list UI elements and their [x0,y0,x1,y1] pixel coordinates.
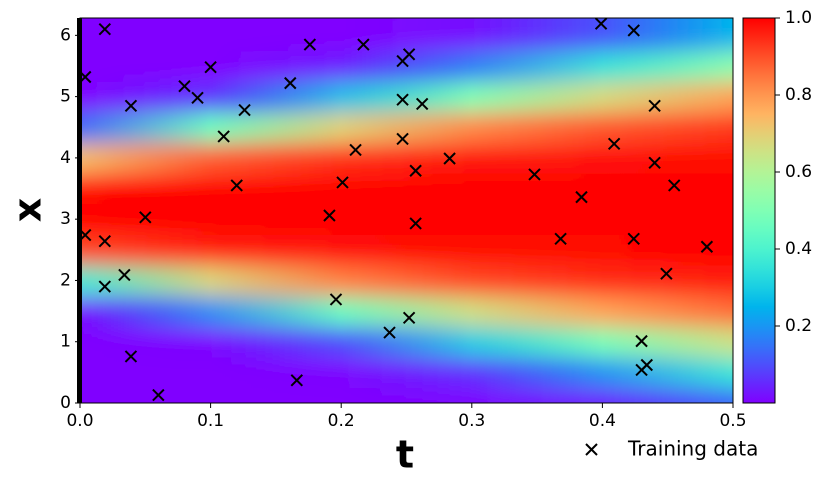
y-axis-label: x [6,198,50,223]
x-tick-label: 0.5 [719,411,746,431]
training-point [238,103,251,117]
plot-frame [79,17,734,404]
training-point [668,179,681,192]
training-point [627,232,640,245]
x-tick-label: 0.3 [458,411,485,431]
training-point [648,99,661,113]
training-point [329,293,343,306]
heat-row [80,173,733,205]
training-point [191,91,204,105]
training-point [627,24,640,37]
heat-row [80,357,733,389]
heat-row [80,18,733,52]
x-tick-label: 0.2 [328,411,355,431]
training-point [323,209,336,222]
y-tick-label: 5 [60,87,71,107]
training-point [415,97,429,111]
y-tick-label: 4 [60,148,71,168]
training-point [700,240,714,253]
heat-row [80,265,733,297]
training-point [528,168,541,181]
colorbar-tick-label: 0.2 [785,316,812,336]
heat-row [80,111,733,144]
training-point [660,267,673,280]
legend-label: Training data [627,437,758,461]
x-tick-label: 0.0 [66,411,93,431]
training-point [640,358,654,372]
training-point [554,232,567,245]
training-point [594,17,608,30]
training-point [290,374,304,387]
training-point [409,164,422,177]
heat-row [80,326,733,358]
training-point [204,60,217,74]
training-point [357,38,370,51]
training-point [124,99,138,113]
training-point [575,190,588,204]
colorbar-tick-label: 0.6 [785,162,812,182]
training-point [383,326,396,339]
heat-row [80,142,733,174]
training-point [402,311,416,325]
training-point [124,350,138,363]
training-point [336,176,349,189]
heat-row [80,203,733,235]
training-point [648,156,661,170]
training-point [443,152,456,165]
colorbar-tick-label: 1.0 [785,8,812,28]
x-tick-label: 0.4 [589,411,616,431]
x-tick-label: 0.1 [197,411,224,431]
training-point [607,137,621,151]
colorbar [742,17,776,404]
training-point [303,38,317,51]
y-tick-label: 6 [60,25,71,45]
legend-marker [585,443,598,456]
heatmap [80,18,733,403]
training-point [396,132,409,146]
y-tick-label: 1 [60,332,71,352]
training-point [409,217,422,230]
training-point [396,93,409,106]
y-tick-label: 3 [60,209,71,229]
training-point [178,79,191,93]
training-point [402,48,416,61]
heat-row [80,295,733,327]
training-point [139,211,152,224]
training-point [230,179,243,192]
y-tick-label: 2 [60,270,71,290]
colorbar-tick-label: 0.4 [785,239,812,259]
training-point [349,143,362,157]
training-point [152,388,165,402]
y-tick-label: 0 [60,393,71,413]
training-point [98,23,112,36]
training-point [635,334,648,348]
x-axis-label: t [396,433,414,477]
training-point [98,280,112,293]
heat-row [80,234,733,266]
training-point [284,76,297,90]
training-point [217,130,230,143]
heat-row [80,387,733,403]
colorbar-tick-label: 0.8 [785,85,812,105]
training-point [118,268,131,282]
training-point [98,235,112,248]
